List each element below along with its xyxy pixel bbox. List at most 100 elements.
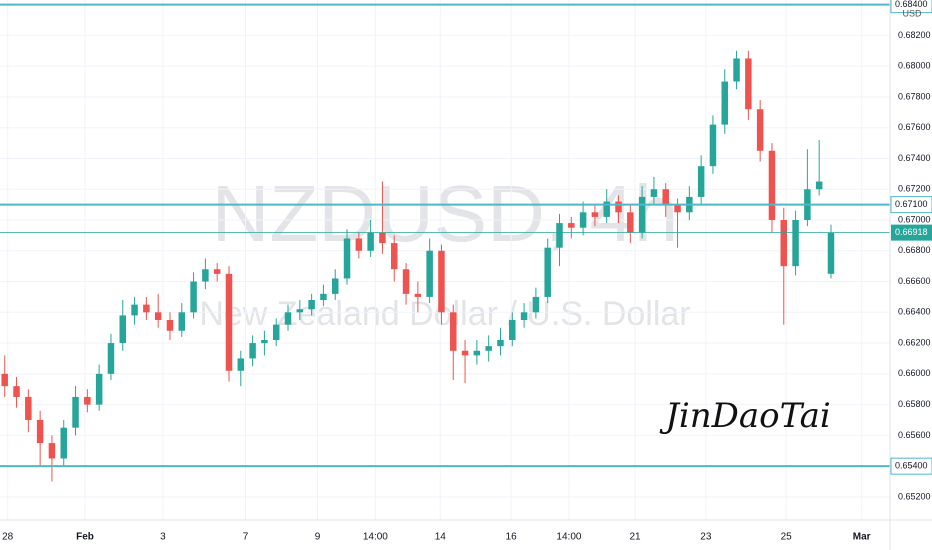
watermark-subtitle: New Zealand Dollar / U.S. Dollar <box>199 295 690 333</box>
y-tick-label: 0.66400 <box>898 307 931 317</box>
plot <box>0 3 890 482</box>
candle-body <box>509 320 516 340</box>
candle-body <box>627 212 634 233</box>
candle-body <box>131 304 138 316</box>
candle-body <box>190 281 197 313</box>
y-tick-label: 0.65800 <box>898 399 931 409</box>
level-label-box <box>890 0 932 14</box>
y-tick-label: 0.67200 <box>898 184 931 194</box>
candle-body <box>48 443 56 459</box>
candle-body <box>591 212 599 217</box>
y-tick-label: 0.65600 <box>898 430 931 440</box>
y-tick-label: 0.66200 <box>898 337 931 347</box>
candle-body <box>556 223 563 248</box>
candle-body <box>296 309 304 313</box>
x-tick-label: 3 <box>160 532 166 543</box>
x-tick-label: 14 <box>435 532 447 543</box>
candle-body <box>756 109 764 151</box>
x-tick-label: 14:00 <box>556 532 581 543</box>
x-tick-label: 14:00 <box>363 532 388 543</box>
candle-body <box>745 58 752 110</box>
candle-body <box>473 350 481 356</box>
candle-body <box>1 373 8 387</box>
candle-body <box>426 250 433 297</box>
x-tick-label: 16 <box>506 532 518 543</box>
candle-body <box>827 232 835 274</box>
level-label: 0.67100 <box>895 199 928 209</box>
candle-body <box>237 358 245 371</box>
candle-body <box>792 220 799 267</box>
x-tick-label: 9 <box>315 532 321 543</box>
candle-body <box>202 269 209 282</box>
y-tick-label: 0.67400 <box>898 153 931 163</box>
candle-body <box>25 396 32 420</box>
candle-body <box>367 232 374 251</box>
candle-body <box>154 312 162 320</box>
y-tick-label: 0.67000 <box>898 214 931 224</box>
y-tick-label: 0.66800 <box>898 245 931 255</box>
candle-body <box>697 166 705 197</box>
candle-body <box>107 343 115 374</box>
candle-body <box>650 189 658 197</box>
candle-body <box>402 269 410 294</box>
candle-body <box>520 312 528 320</box>
candle-body <box>438 250 445 313</box>
candle-body <box>355 238 363 251</box>
y-tick-label: 0.68200 <box>898 30 931 40</box>
x-tick-label: 21 <box>629 532 641 543</box>
x-tick-label: 28 <box>2 532 14 543</box>
candle-body <box>308 300 315 310</box>
candle-body <box>674 204 681 213</box>
candle-body <box>450 312 457 351</box>
candle-body <box>320 293 327 300</box>
x-tick-label: Mar <box>853 532 871 543</box>
candle-body <box>544 247 551 297</box>
candle-body <box>284 312 292 325</box>
candle-body <box>249 343 256 359</box>
candle-body <box>119 315 127 344</box>
candle-body <box>815 181 823 190</box>
candle-body <box>721 81 728 125</box>
candle-body <box>485 346 492 351</box>
x-tick-label: 25 <box>781 532 793 543</box>
candle-body <box>72 396 79 428</box>
candle-body <box>379 232 386 244</box>
candle-body <box>709 124 717 167</box>
candle-body <box>497 340 504 347</box>
y-tick-label: 0.67800 <box>898 91 931 101</box>
candle-body <box>768 150 776 220</box>
candle-body <box>95 373 103 405</box>
candle-body <box>261 340 268 344</box>
candle-body <box>272 324 280 340</box>
candle-body <box>84 396 91 405</box>
level-label: 0.65400 <box>895 461 928 471</box>
last-price-box <box>891 224 932 241</box>
x-tick-label: Feb <box>76 532 94 543</box>
candle-body <box>532 296 540 313</box>
candle-body <box>13 386 20 397</box>
y-tick-label: 0.65200 <box>898 491 931 501</box>
candle-body <box>662 189 669 205</box>
watermark-title: NZDUSD, 4h <box>212 169 679 258</box>
x-tick-label: 23 <box>700 532 712 543</box>
level-label: 0.68400 <box>895 0 928 9</box>
candle-body <box>461 350 469 356</box>
level-label-box <box>890 196 932 214</box>
candle-body <box>225 273 233 371</box>
y-tick-label: 0.67600 <box>898 122 931 132</box>
candle-body <box>568 223 575 228</box>
candle-body <box>579 212 587 228</box>
x-tick-label: 7 <box>243 532 249 543</box>
candle-body <box>213 269 221 274</box>
candle-body <box>343 238 351 279</box>
candle-body <box>615 201 622 213</box>
candle-body <box>166 320 174 331</box>
candle-body <box>178 312 186 331</box>
y-tick-label: 0.66000 <box>898 368 931 378</box>
candle-body <box>331 278 339 294</box>
candle-body <box>60 427 67 459</box>
candle-body <box>143 304 150 313</box>
